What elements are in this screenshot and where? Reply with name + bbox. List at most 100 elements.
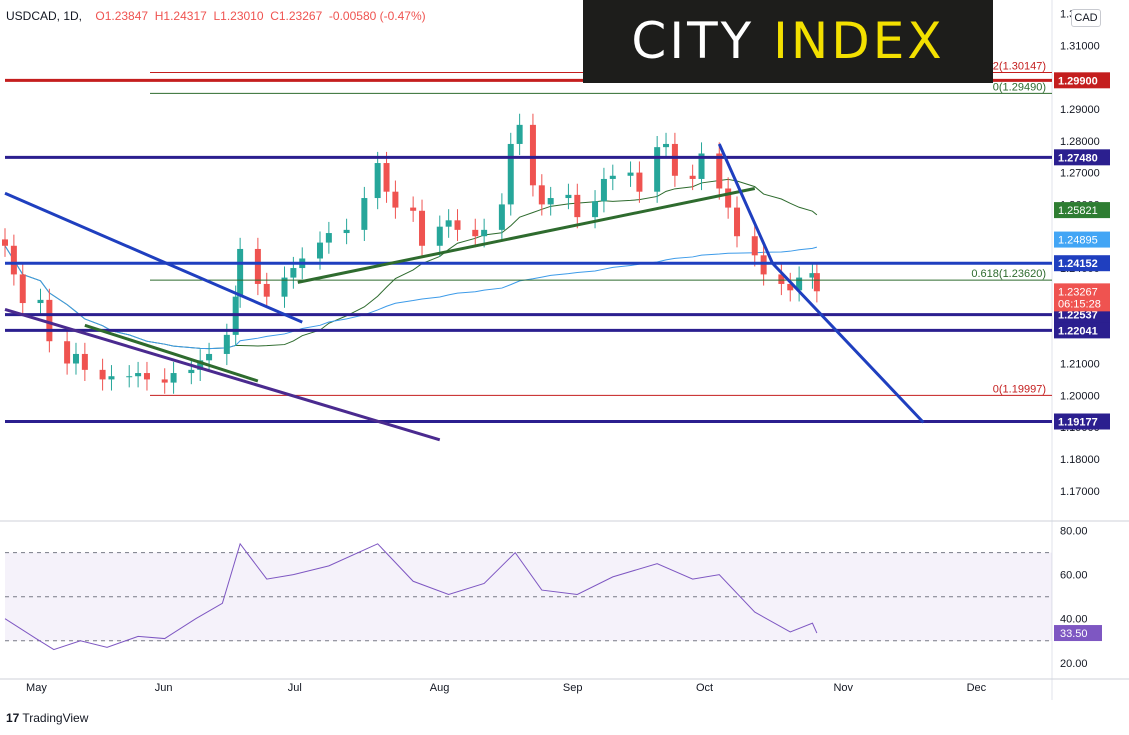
candle-body: [188, 369, 195, 374]
projection-line: [717, 143, 925, 424]
candle-body: [197, 360, 204, 370]
level-tag: [1054, 255, 1110, 272]
close-value: C1.23267: [270, 9, 323, 23]
price-tick-label: 1.27000: [1060, 168, 1100, 180]
level-tag-label: 1.22041: [1058, 325, 1098, 337]
price-tag: [1054, 283, 1110, 312]
candle-body: [454, 220, 461, 230]
candle-body: [636, 172, 643, 192]
candle-body: [281, 277, 288, 297]
candle-body: [410, 207, 417, 211]
candle-body: [161, 379, 168, 383]
candle-body: [2, 239, 8, 246]
city-index-logo: CITY INDEX: [583, 0, 993, 83]
level-tag-label: 1.22537: [1058, 310, 1098, 322]
candle-body: [383, 163, 390, 192]
candle-body: [671, 143, 678, 176]
logo-city: CITY: [631, 12, 755, 70]
candle-body: [254, 248, 261, 284]
time-tick-label: Sep: [563, 682, 583, 694]
candle-body: [316, 242, 323, 259]
level-tag-label: 1.29900: [1058, 75, 1098, 87]
candle-body: [716, 153, 723, 189]
level-tag: [1054, 149, 1110, 166]
candle-body: [19, 274, 26, 304]
candle-body: [787, 283, 794, 291]
candle-body: [170, 373, 177, 383]
candle-body: [796, 277, 803, 291]
candle-body: [325, 233, 332, 243]
candle-body: [609, 175, 616, 179]
ohlc-readout: USDCAD, 1D, O1.23847 H1.24317 L1.23010 C…: [6, 9, 426, 23]
level-tag-label: 1.19177: [1058, 417, 1098, 429]
low-value: L1.23010: [213, 9, 264, 23]
rsi-tick-label: 40.00: [1060, 614, 1088, 626]
candle-body: [223, 334, 230, 354]
candle-body: [516, 124, 523, 144]
candle-body: [507, 143, 514, 205]
level-tag: [1054, 322, 1110, 339]
symbol-label[interactable]: USDCAD, 1D,: [6, 9, 83, 23]
candle-body: [751, 236, 758, 256]
candle-body: [565, 194, 572, 199]
rsi-tick-label: 20.00: [1060, 658, 1088, 670]
price-tag: [1054, 202, 1110, 219]
candle-body: [698, 153, 705, 179]
candle-body: [734, 207, 741, 237]
rsi-tick-label: 80.00: [1060, 526, 1088, 538]
candle-body: [343, 229, 350, 234]
trendline: [84, 323, 259, 383]
time-tick-label: Jun: [155, 682, 173, 694]
rsi-line: [4, 542, 818, 651]
price-tag-label: 1.24895: [1058, 235, 1098, 247]
candle-body: [809, 273, 816, 278]
trendline: [4, 307, 441, 442]
fib-label: 0(1.19997): [993, 383, 1046, 395]
candle-body: [663, 143, 670, 148]
candle-body: [547, 198, 554, 205]
candle-body: [108, 376, 115, 380]
ma-blue-line: [4, 245, 818, 350]
trendline: [4, 191, 303, 324]
candle-body: [778, 274, 785, 284]
candle-body: [445, 220, 452, 227]
countdown-label: 06:15:28: [1058, 298, 1101, 310]
time-tick-label: Nov: [833, 682, 853, 694]
candle-body: [419, 210, 426, 246]
currency-button[interactable]: CAD: [1071, 9, 1101, 27]
candle-body: [529, 124, 536, 186]
candle-body: [592, 201, 599, 218]
price-tick-label: 1.20000: [1060, 390, 1100, 402]
candle-body: [498, 204, 505, 230]
candle-body: [290, 268, 297, 278]
tradingview-logo-icon: 17: [6, 711, 20, 725]
price-tick-label: 1.29000: [1060, 104, 1100, 116]
candle-body: [654, 147, 661, 192]
candle-body: [361, 198, 368, 230]
candle-body: [374, 163, 381, 199]
trendline: [297, 187, 756, 284]
time-tick-label: Dec: [967, 682, 987, 694]
level-tag: [1054, 413, 1110, 430]
candle-body: [725, 188, 732, 208]
fib-label: 0.618(1.23620): [971, 268, 1046, 280]
candle-body: [600, 178, 607, 202]
candle-body: [481, 229, 488, 237]
price-tick-label: 1.28000: [1060, 136, 1100, 148]
candle-body: [627, 172, 634, 176]
price-tick-label: 1.21000: [1060, 359, 1100, 371]
candle-body: [81, 353, 88, 370]
open-value: O1.23847: [95, 9, 149, 23]
logo-index: INDEX: [773, 12, 945, 70]
candle-body: [472, 229, 479, 237]
candle-body: [689, 175, 696, 179]
tradingview-watermark: 17 TradingView: [6, 711, 88, 725]
candle-body: [574, 194, 581, 218]
tradingview-brand: TradingView: [22, 711, 89, 725]
candle-body: [538, 185, 545, 205]
rsi-value-label: 33.50: [1060, 628, 1088, 640]
price-tag-label: 1.25821: [1058, 205, 1098, 217]
candle-body: [64, 341, 71, 364]
candle-body: [206, 353, 213, 361]
candle-body: [263, 283, 270, 297]
